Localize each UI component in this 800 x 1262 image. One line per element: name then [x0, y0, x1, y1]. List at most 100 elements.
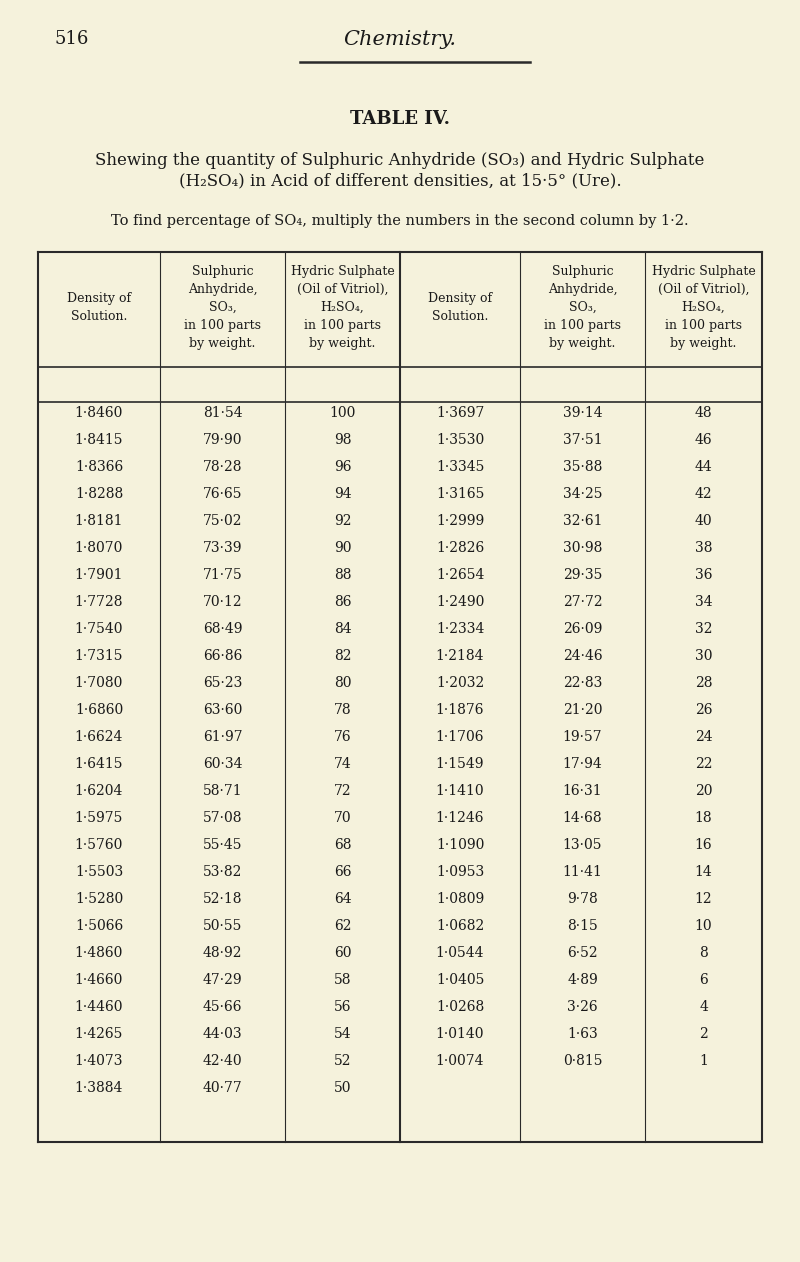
Text: TABLE IV.: TABLE IV. [350, 110, 450, 127]
Text: 57·08: 57·08 [202, 811, 242, 825]
Text: Anhydride,: Anhydride, [548, 283, 618, 297]
Text: SO₃,: SO₃, [569, 302, 596, 314]
Text: 54: 54 [334, 1027, 351, 1041]
Text: Solution.: Solution. [432, 310, 488, 323]
Text: 34: 34 [694, 594, 712, 610]
Text: Sulphuric: Sulphuric [192, 265, 254, 278]
Text: 1·0405: 1·0405 [436, 973, 484, 987]
Text: 50: 50 [334, 1082, 351, 1095]
Text: 27·72: 27·72 [562, 594, 602, 610]
Text: 22: 22 [694, 757, 712, 771]
Text: in 100 parts: in 100 parts [304, 319, 381, 332]
Text: 79·90: 79·90 [202, 433, 242, 447]
Text: 22·83: 22·83 [563, 676, 602, 690]
Text: 13·05: 13·05 [562, 838, 602, 852]
Text: 14: 14 [694, 864, 712, 880]
Text: in 100 parts: in 100 parts [184, 319, 261, 332]
Text: by weight.: by weight. [190, 337, 256, 350]
Text: (H₂SO₄) in Acid of different densities, at 15·5° (Ure).: (H₂SO₄) in Acid of different densities, … [178, 172, 622, 189]
Text: 1·7728: 1·7728 [74, 594, 123, 610]
Text: 32·61: 32·61 [562, 514, 602, 528]
Text: 1·5066: 1·5066 [75, 919, 123, 933]
Text: 42·40: 42·40 [202, 1054, 242, 1068]
Text: 26·09: 26·09 [563, 622, 602, 636]
Text: 90: 90 [334, 541, 351, 555]
Text: 1·6415: 1·6415 [74, 757, 123, 771]
Text: 39·14: 39·14 [562, 406, 602, 420]
Text: 1·4460: 1·4460 [74, 1000, 123, 1013]
Text: 74: 74 [334, 757, 351, 771]
Text: 4: 4 [699, 1000, 708, 1013]
Text: 70: 70 [334, 811, 351, 825]
Text: 82: 82 [334, 649, 351, 663]
Text: Shewing the quantity of Sulphuric Anhydride (SO₃) and Hydric Sulphate: Shewing the quantity of Sulphuric Anhydr… [95, 151, 705, 169]
Text: 1·2654: 1·2654 [436, 568, 484, 582]
Text: 92: 92 [334, 514, 351, 528]
Text: 84: 84 [334, 622, 351, 636]
Text: 36: 36 [694, 568, 712, 582]
Text: 1·3165: 1·3165 [436, 487, 484, 501]
Text: 32: 32 [694, 622, 712, 636]
Text: 1·5503: 1·5503 [75, 864, 123, 880]
Text: 1·7540: 1·7540 [74, 622, 123, 636]
Text: 1·3530: 1·3530 [436, 433, 484, 447]
Text: 1·0953: 1·0953 [436, 864, 484, 880]
Text: 1·7080: 1·7080 [75, 676, 123, 690]
Text: 1·3884: 1·3884 [75, 1082, 123, 1095]
Text: To find percentage of SO₄, multiply the numbers in the second column by 1·2.: To find percentage of SO₄, multiply the … [111, 215, 689, 228]
Text: 86: 86 [334, 594, 351, 610]
Text: 516: 516 [55, 30, 90, 48]
Text: 16: 16 [694, 838, 712, 852]
Text: 62: 62 [334, 919, 351, 933]
Text: 1·1246: 1·1246 [436, 811, 484, 825]
Text: 14·68: 14·68 [562, 811, 602, 825]
Text: 60·34: 60·34 [202, 757, 242, 771]
Text: 61·97: 61·97 [202, 729, 242, 745]
Text: 35·88: 35·88 [563, 461, 602, 475]
Text: Anhydride,: Anhydride, [188, 283, 258, 297]
Text: 52·18: 52·18 [202, 892, 242, 906]
Text: 56: 56 [334, 1000, 351, 1013]
Text: 1·2999: 1·2999 [436, 514, 484, 528]
Text: 1·2490: 1·2490 [436, 594, 484, 610]
Text: 1·5760: 1·5760 [75, 838, 123, 852]
Text: 1·3697: 1·3697 [436, 406, 484, 420]
Text: Hydric Sulphate: Hydric Sulphate [290, 265, 394, 278]
Text: 1·4073: 1·4073 [74, 1054, 123, 1068]
Text: 26: 26 [694, 703, 712, 717]
Text: Hydric Sulphate: Hydric Sulphate [652, 265, 755, 278]
Text: 60: 60 [334, 946, 351, 960]
Text: H₂SO₄,: H₂SO₄, [682, 302, 726, 314]
Text: 1·0809: 1·0809 [436, 892, 484, 906]
Text: 8·15: 8·15 [567, 919, 598, 933]
Text: 1·0140: 1·0140 [436, 1027, 484, 1041]
Text: in 100 parts: in 100 parts [665, 319, 742, 332]
Text: 1: 1 [699, 1054, 708, 1068]
Text: 1·8181: 1·8181 [74, 514, 123, 528]
Text: 58·71: 58·71 [202, 784, 242, 798]
Text: 1·5975: 1·5975 [75, 811, 123, 825]
Text: 40·77: 40·77 [202, 1082, 242, 1095]
Text: 44: 44 [694, 461, 712, 475]
Text: 1·8415: 1·8415 [74, 433, 123, 447]
Text: H₂SO₄,: H₂SO₄, [321, 302, 364, 314]
Text: 1·2184: 1·2184 [436, 649, 484, 663]
Text: 37·51: 37·51 [562, 433, 602, 447]
Text: 50·55: 50·55 [203, 919, 242, 933]
Text: 44·03: 44·03 [202, 1027, 242, 1041]
Text: 42: 42 [694, 487, 712, 501]
Text: 52: 52 [334, 1054, 351, 1068]
Text: 1·8288: 1·8288 [75, 487, 123, 501]
Text: 78·28: 78·28 [202, 461, 242, 475]
Text: 75·02: 75·02 [202, 514, 242, 528]
Text: 47·29: 47·29 [202, 973, 242, 987]
Text: 1·1876: 1·1876 [436, 703, 484, 717]
Text: 1·3345: 1·3345 [436, 461, 484, 475]
Text: 66: 66 [334, 864, 351, 880]
Text: 1·8366: 1·8366 [75, 461, 123, 475]
Text: 18: 18 [694, 811, 712, 825]
Text: 1·0544: 1·0544 [436, 946, 484, 960]
Text: 6·52: 6·52 [567, 946, 598, 960]
Text: 19·57: 19·57 [562, 729, 602, 745]
Text: 1·2826: 1·2826 [436, 541, 484, 555]
